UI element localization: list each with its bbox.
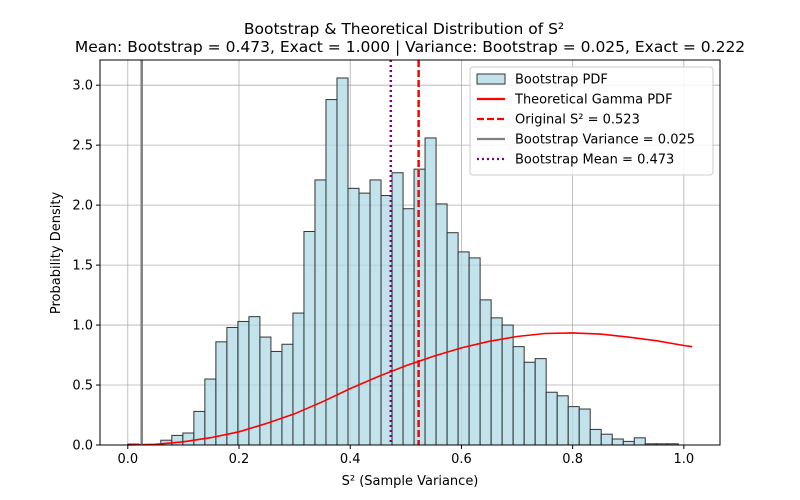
histogram-bar [325, 99, 338, 446]
histogram-bar [633, 437, 646, 446]
x-axis-ticks: 0.0 0.2 0.4 0.6 0.8 1.0 [117, 445, 694, 467]
chart-title: Bootstrap & Theoretical Distribution of … [244, 20, 564, 38]
x-tick-label: 1.0 [674, 452, 695, 467]
y-tick-label: 2.5 [72, 139, 93, 154]
y-tick-label: 0.0 [72, 439, 93, 454]
y-axis-label: Probability Density [49, 192, 64, 315]
histogram-bar [545, 391, 558, 446]
y-tick-label: 1.0 [72, 319, 93, 334]
histogram-bar [435, 203, 448, 446]
histogram-bar [171, 434, 184, 446]
x-tick-label: 0.0 [117, 452, 138, 467]
histogram-bar [600, 433, 613, 446]
y-tick-label: 2.0 [72, 199, 93, 214]
histogram-bar [424, 137, 437, 446]
histogram-bar [589, 428, 602, 446]
x-axis-label: S² (Sample Variance) [342, 474, 479, 489]
x-tick-label: 0.8 [562, 452, 583, 467]
y-tick-label: 1.5 [72, 259, 93, 274]
legend-label: Theoretical Gamma PDF [514, 93, 673, 108]
histogram-bar [534, 358, 547, 446]
plot-frame [99, 59, 721, 446]
legend-label: Original S² = 0.523 [515, 113, 640, 128]
histogram-bar [523, 361, 536, 446]
histogram-bar [270, 350, 283, 446]
histogram-bar [512, 346, 525, 446]
histogram-bar [468, 257, 481, 446]
histogram-bar [402, 208, 415, 446]
legend-swatch [476, 73, 506, 85]
histogram-bar [622, 440, 635, 446]
histogram-bar [358, 192, 371, 446]
legend-label: Bootstrap PDF [515, 73, 608, 88]
histogram-bar [567, 406, 580, 446]
histogram-bar [237, 320, 250, 446]
x-tick-label: 0.4 [340, 452, 361, 467]
reference-lines [140, 60, 420, 445]
histogram-bar [611, 438, 624, 446]
x-tick-label: 0.2 [229, 452, 250, 467]
histogram-bar [501, 324, 514, 446]
y-tick-label: 0.5 [72, 379, 93, 394]
histogram-bar [490, 317, 503, 446]
histogram-bar [226, 326, 239, 446]
legend-label: Bootstrap Variance = 0.025 [515, 133, 695, 148]
histogram-bar [391, 172, 404, 446]
histogram-bar [182, 432, 195, 446]
legend: Bootstrap PDF Theoretical Gamma PDF Origin… [469, 66, 714, 176]
histogram-bar [259, 336, 272, 446]
legend-box [469, 66, 714, 176]
histogram-bar [314, 179, 327, 446]
histogram-bar [347, 187, 360, 446]
histogram-bar [446, 232, 459, 446]
legend-label: Bootstrap Mean = 0.473 [515, 153, 674, 168]
y-tick-label: 3.0 [72, 79, 93, 94]
histogram-bar [578, 408, 591, 446]
histogram-bar [292, 312, 305, 446]
x-tick-label: 0.6 [451, 452, 472, 467]
histogram-bar [479, 299, 492, 446]
histogram-bar [556, 395, 569, 446]
chart-subtitle: Mean: Bootstrap = 0.473, Exact = 1.000 |… [75, 38, 745, 56]
histogram-bar [204, 378, 217, 446]
histogram-bar [303, 231, 316, 446]
y-axis-ticks: 0.0 0.5 1.0 1.5 2.0 2.5 3.0 [72, 79, 100, 454]
histogram-bar [369, 179, 382, 446]
histogram-bar [215, 341, 228, 446]
histogram-bar [281, 343, 294, 446]
